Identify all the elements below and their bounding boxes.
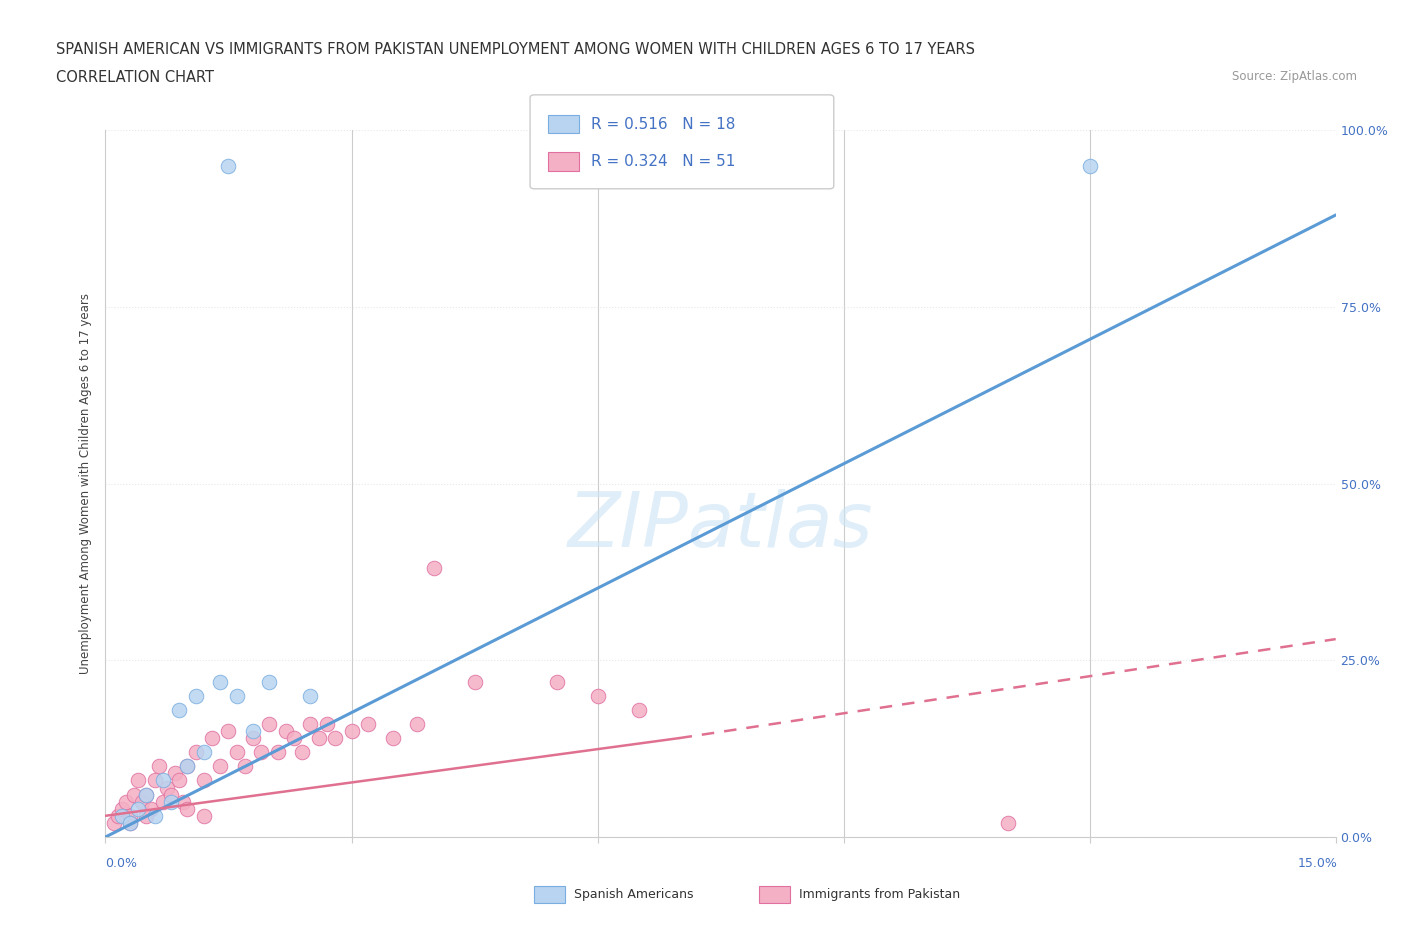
Point xyxy=(107,808,129,823)
Point xyxy=(193,773,215,788)
Point xyxy=(160,787,183,802)
Point xyxy=(120,808,141,823)
Point xyxy=(165,766,187,781)
Point xyxy=(259,716,281,731)
Y-axis label: Unemployment Among Women with Children Ages 6 to 17 years: Unemployment Among Women with Children A… xyxy=(79,293,93,674)
Text: CORRELATION CHART: CORRELATION CHART xyxy=(56,70,214,85)
Text: 0.0%: 0.0% xyxy=(105,857,138,870)
Point xyxy=(299,716,322,731)
Point xyxy=(242,731,264,746)
Point xyxy=(169,773,191,788)
Point xyxy=(464,674,486,689)
Point xyxy=(172,794,194,809)
Point xyxy=(143,808,166,823)
Point xyxy=(274,724,297,738)
Point xyxy=(176,759,198,774)
Point xyxy=(308,731,330,746)
Point xyxy=(127,773,149,788)
Text: ZIPatlas: ZIPatlas xyxy=(568,489,873,563)
Point xyxy=(131,794,153,809)
Point xyxy=(316,716,339,731)
Point xyxy=(201,731,224,746)
Point xyxy=(546,674,568,689)
Point xyxy=(152,773,174,788)
Point xyxy=(135,787,157,802)
Point xyxy=(152,794,174,809)
Point xyxy=(176,802,198,817)
Point xyxy=(184,745,207,760)
Text: R = 0.516   N = 18: R = 0.516 N = 18 xyxy=(591,116,735,132)
Point xyxy=(997,816,1019,830)
Point xyxy=(193,745,215,760)
Text: Source: ZipAtlas.com: Source: ZipAtlas.com xyxy=(1232,70,1357,83)
Point xyxy=(323,731,346,746)
Text: Immigrants from Pakistan: Immigrants from Pakistan xyxy=(799,888,960,901)
Text: 15.0%: 15.0% xyxy=(1298,857,1337,870)
Point xyxy=(218,158,240,173)
Point xyxy=(209,674,232,689)
Point xyxy=(115,794,138,809)
Point xyxy=(209,759,232,774)
Point xyxy=(148,759,170,774)
Text: Spanish Americans: Spanish Americans xyxy=(574,888,693,901)
Text: SPANISH AMERICAN VS IMMIGRANTS FROM PAKISTAN UNEMPLOYMENT AMONG WOMEN WITH CHILD: SPANISH AMERICAN VS IMMIGRANTS FROM PAKI… xyxy=(56,42,976,57)
Point xyxy=(242,724,264,738)
Point xyxy=(218,724,240,738)
Point xyxy=(357,716,380,731)
Point xyxy=(250,745,273,760)
Point xyxy=(111,808,134,823)
Point xyxy=(135,808,157,823)
Point xyxy=(156,780,179,795)
Text: R = 0.324   N = 51: R = 0.324 N = 51 xyxy=(591,153,735,168)
Point xyxy=(184,688,207,703)
Point xyxy=(225,688,247,703)
Point xyxy=(176,759,198,774)
Point xyxy=(627,702,650,717)
Point xyxy=(283,731,305,746)
Point xyxy=(406,716,429,731)
Point xyxy=(103,816,125,830)
Point xyxy=(169,702,191,717)
Point xyxy=(1078,158,1101,173)
Point xyxy=(135,787,157,802)
Point xyxy=(139,802,162,817)
Point xyxy=(225,745,247,760)
Point xyxy=(381,731,404,746)
Point xyxy=(299,688,322,703)
Point xyxy=(127,802,149,817)
Point xyxy=(267,745,290,760)
Point xyxy=(422,561,444,576)
Point xyxy=(122,787,145,802)
Point xyxy=(160,794,183,809)
Point xyxy=(340,724,363,738)
Point xyxy=(291,745,314,760)
Point xyxy=(586,688,609,703)
Point xyxy=(143,773,166,788)
Point xyxy=(233,759,256,774)
Point xyxy=(259,674,281,689)
Point xyxy=(120,816,141,830)
Point xyxy=(120,816,141,830)
Point xyxy=(111,802,134,817)
Point xyxy=(193,808,215,823)
